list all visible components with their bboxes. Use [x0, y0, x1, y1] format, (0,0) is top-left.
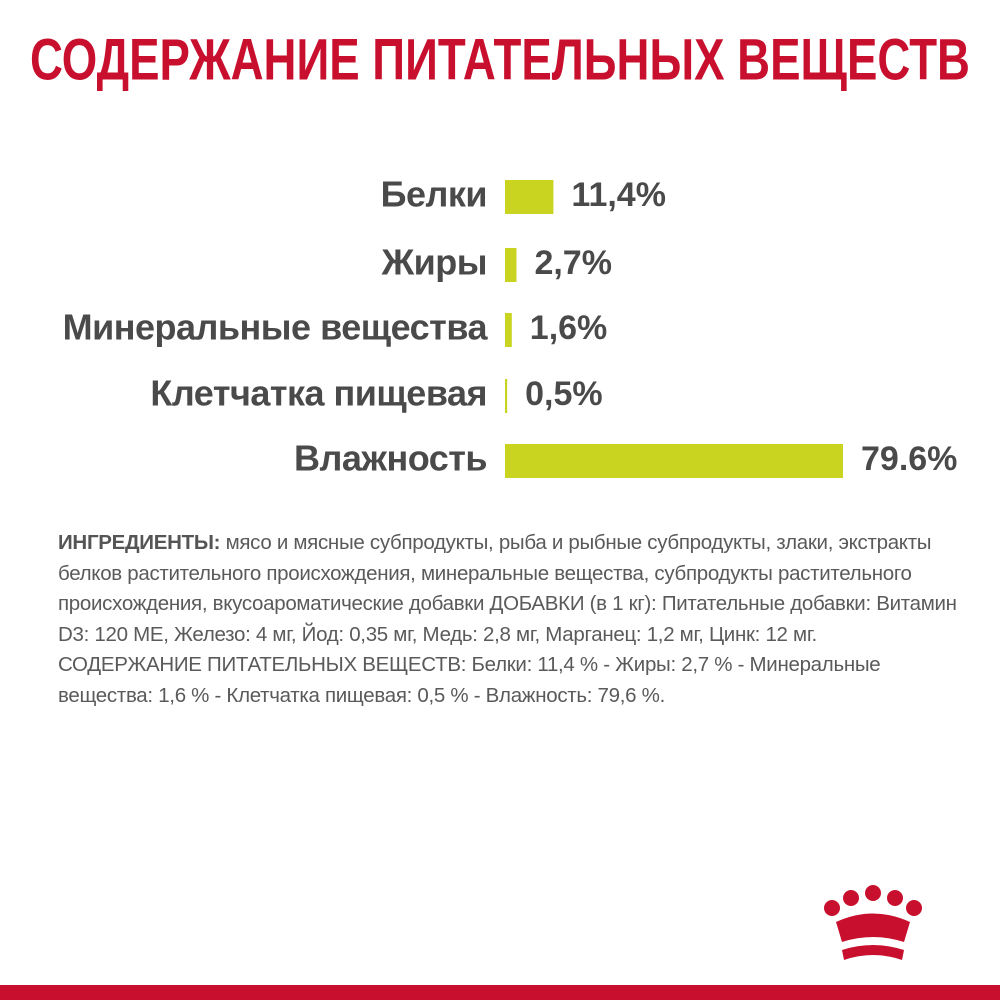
category-label: Жиры: [381, 242, 487, 283]
category-label: Клетчатка пищевая: [150, 373, 487, 414]
bar: [505, 180, 554, 214]
value-label: 11,4%: [571, 176, 666, 214]
ingredients-text: мясо и мясные субпродукты, рыба и рыбные…: [58, 531, 957, 707]
category-label: Влажность: [294, 438, 487, 479]
bar: [505, 248, 517, 282]
value-label: 1,6%: [530, 309, 608, 347]
ingredients-label: ИНГРЕДИЕНТЫ:: [58, 531, 221, 554]
ingredients: ИНГРЕДИЕНТЫ: мясо и мясные субпродукты, …: [58, 528, 958, 711]
value-label: 2,7%: [534, 244, 612, 282]
category-label: Минеральные вещества: [63, 307, 489, 348]
category-label: Белки: [381, 174, 487, 215]
chart-title: СОДЕРЖАНИЕ ПИТАТЕЛЬНЫХ ВЕЩЕСТВ: [30, 27, 970, 92]
bar: [505, 444, 843, 478]
footer-bar: [0, 985, 1000, 1000]
bar: [505, 379, 508, 413]
value-label: 0,5%: [525, 375, 603, 413]
logo: [824, 885, 922, 960]
value-label: 79.6%: [861, 440, 957, 478]
bar: [505, 313, 512, 347]
